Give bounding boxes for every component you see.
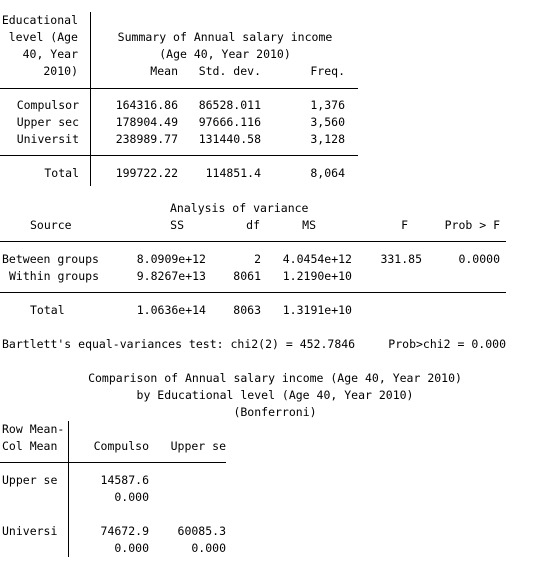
comparison-diff: 14587.6 (100, 473, 149, 487)
anova-header-ms: MS (302, 218, 316, 232)
comparison-vertical-rule (68, 421, 69, 557)
summary-row-freq: 1,376 (310, 98, 345, 112)
comparison-row-label: Upper se (2, 473, 58, 487)
summary-header-freq: Freq. (310, 64, 345, 78)
comparison-header-rule (0, 462, 226, 463)
summary-total-sd: 114851.4 (205, 166, 261, 180)
bartlett-prob: Prob>chi2 = 0.000 (388, 337, 506, 351)
comparison-corner-line-1: Row Mean- (2, 422, 65, 436)
summary-rowvar-line-1: Educational (1, 13, 78, 27)
comparison-title-line-3: (Bonferroni) (233, 405, 317, 419)
anova-total-df: 8063 (233, 303, 261, 317)
summary-total-label: Total (44, 166, 79, 180)
anova-total-source: Total (30, 303, 65, 317)
comparison-col-header: Upper se (170, 439, 226, 453)
summary-total-freq: 8,064 (310, 166, 345, 180)
summary-vertical-rule (90, 12, 91, 186)
anova-title: Analysis of variance (170, 201, 309, 215)
anova-header-ss: SS (170, 218, 184, 232)
summary-header-sd: Std. dev. (198, 64, 261, 78)
anova-row-df: 8061 (233, 269, 261, 283)
anova-row-source: Within groups (9, 269, 100, 283)
anova-row-df: 2 (254, 252, 261, 266)
summary-rowvar-line-4: 2010) (43, 64, 78, 78)
comparison-diff: 74672.9 (100, 524, 149, 538)
summary-row-sd: 97666.116 (198, 115, 261, 129)
anova-row-f: 331.85 (380, 252, 422, 266)
summary-row-mean: 164316.86 (115, 98, 178, 112)
summary-title-line-1: Summary of Annual salary income (117, 30, 333, 44)
comparison-title-line-1: Comparison of Annual salary income (Age … (88, 371, 462, 385)
summary-row-label: Upper sec (16, 115, 79, 129)
anova-row-ss: 8.0909e+12 (136, 252, 206, 266)
summary-total-rule (0, 155, 358, 156)
anova-row-ms: 4.0454e+12 (282, 252, 352, 266)
comparison-row-label: Universi (2, 524, 58, 538)
comparison-pvalue: 0.000 (191, 541, 226, 555)
anova-row-source: Between groups (2, 252, 99, 266)
anova-header-prob: Prob > F (444, 218, 500, 232)
comparison-pvalue: 0.000 (114, 541, 149, 555)
anova-row-ss: 9.8267e+13 (136, 269, 206, 283)
summary-total-mean: 199722.22 (115, 166, 178, 180)
summary-row-label: Universit (16, 132, 79, 146)
bartlett-statistic: Bartlett's equal-variances test: chi2(2)… (2, 337, 356, 351)
summary-row-sd: 86528.011 (198, 98, 261, 112)
summary-row-label: Compulsor (16, 98, 79, 112)
anova-header-f: F (401, 218, 408, 232)
anova-header-df: df (246, 218, 260, 232)
comparison-col-header: Compulso (93, 439, 149, 453)
anova-header-rule (0, 241, 506, 242)
summary-header-mean: Mean (150, 64, 178, 78)
comparison-corner-line-2: Col Mean (2, 439, 58, 453)
comparison-diff: 60085.3 (177, 524, 226, 538)
summary-row-freq: 3,128 (310, 132, 345, 146)
summary-header-rule (0, 88, 358, 89)
anova-header-source: Source (30, 218, 72, 232)
anova-row-prob: 0.0000 (458, 252, 500, 266)
summary-row-mean: 238989.77 (115, 132, 178, 146)
summary-row-mean: 178904.49 (115, 115, 178, 129)
summary-row-freq: 3,560 (310, 115, 345, 129)
summary-rowvar-line-3: 40, Year (22, 47, 78, 61)
summary-title-line-2: (Age 40, Year 2010) (159, 47, 291, 61)
comparison-pvalue: 0.000 (114, 490, 149, 504)
anova-total-ss: 1.0636e+14 (136, 303, 206, 317)
comparison-title-line-2: by Educational level (Age 40, Year 2010) (136, 388, 414, 402)
summary-rowvar-line-2: level (Age (8, 30, 78, 44)
anova-row-ms: 1.2190e+10 (282, 269, 352, 283)
anova-total-ms: 1.3191e+10 (282, 303, 352, 317)
summary-row-sd: 131440.58 (198, 132, 261, 146)
anova-total-rule (0, 292, 506, 293)
